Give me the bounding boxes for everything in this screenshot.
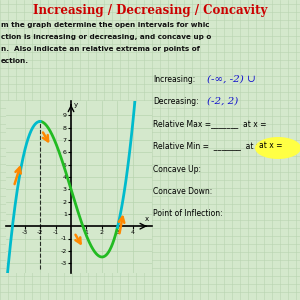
Text: Concave Up:: Concave Up: — [153, 165, 201, 174]
Text: x: x — [145, 216, 149, 222]
Text: Increasing / Decreasing / Concavity: Increasing / Decreasing / Concavity — [33, 4, 267, 17]
Text: m the graph determine the open intervals for whic: m the graph determine the open intervals… — [1, 22, 209, 28]
Text: n.  Also indicate an relative extrema or points of: n. Also indicate an relative extrema or … — [1, 46, 200, 52]
Text: Increasing:: Increasing: — [153, 75, 195, 84]
Text: ction is increasing or decreasing, and concave up o: ction is increasing or decreasing, and c… — [1, 34, 211, 40]
Text: Decreasing:: Decreasing: — [153, 97, 199, 106]
Ellipse shape — [255, 137, 300, 159]
Text: Relative Min =  _______  at x =: Relative Min = _______ at x = — [153, 141, 269, 150]
Text: Point of Inflection:: Point of Inflection: — [153, 209, 223, 218]
Text: ection.: ection. — [1, 58, 29, 64]
Text: (-∞, -2) ∪: (-∞, -2) ∪ — [207, 75, 256, 84]
Text: Relative Max =_______  at x =: Relative Max =_______ at x = — [153, 119, 266, 128]
Text: Concave Down:: Concave Down: — [153, 187, 212, 196]
Text: at x =: at x = — [259, 141, 283, 150]
Text: y: y — [74, 102, 78, 108]
Text: (-2, 2): (-2, 2) — [207, 97, 238, 106]
